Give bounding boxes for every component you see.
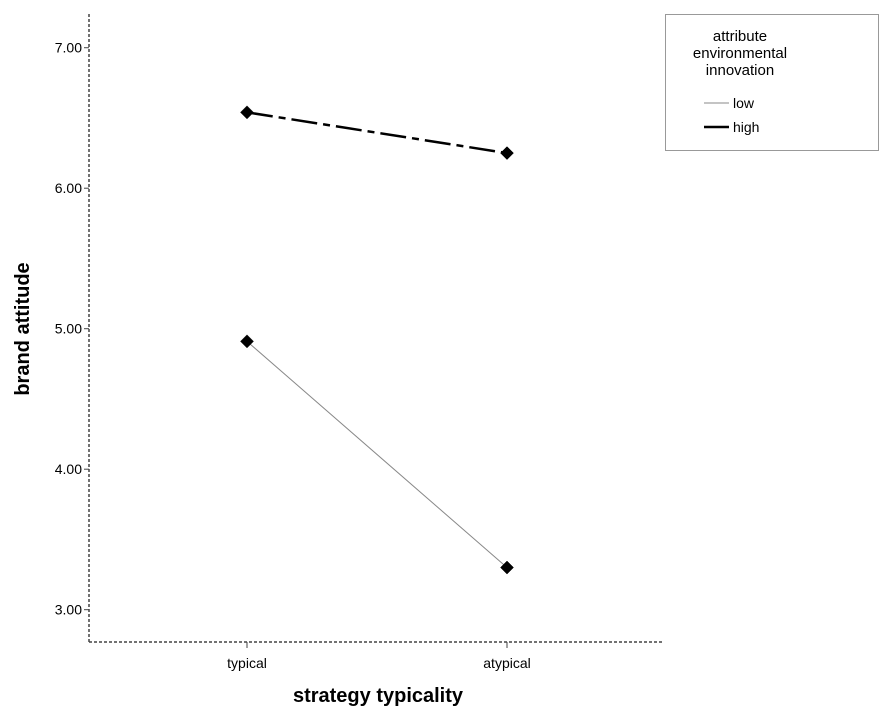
legend-title-line: innovation (705, 62, 775, 79)
legend-label-high: high (733, 119, 760, 135)
x-axis-title: strategy typicality (293, 685, 464, 707)
legend-label-low: low (733, 95, 755, 111)
y-tick-label: 4.00 (55, 461, 82, 477)
legend-swatch-low (704, 102, 729, 104)
data-point-high-typical (240, 105, 254, 120)
y-tick-label: 7.00 (55, 40, 82, 56)
series-line-low (246, 340, 508, 568)
data-point-high-atypical (500, 146, 514, 160)
axes: 3.00 4.00 5.00 6.00 7.00 typical atypical (55, 14, 664, 671)
legend-entry-low: low (702, 95, 754, 111)
y-axis-title: brand attitude (12, 262, 34, 395)
y-tick-label: 5.00 (55, 321, 82, 337)
legend-title-line: attribute (712, 28, 768, 45)
legend-swatch-high (704, 125, 729, 129)
data-point-low-typical (240, 334, 254, 349)
legend-entry-high: high (702, 119, 759, 135)
y-tick-label: 6.00 (55, 180, 82, 196)
data-point-low-atypical (500, 560, 514, 575)
legend: attribute environmental innovation low h… (665, 14, 879, 151)
x-tick-label: atypical (483, 655, 530, 671)
legend-title: attribute environmental innovation (666, 28, 814, 79)
series-line-high (246, 111, 508, 155)
series-layer (240, 105, 514, 575)
y-tick-label: 3.00 (55, 602, 82, 618)
x-tick-label: typical (227, 655, 267, 671)
legend-title-line: environmental (692, 45, 788, 62)
